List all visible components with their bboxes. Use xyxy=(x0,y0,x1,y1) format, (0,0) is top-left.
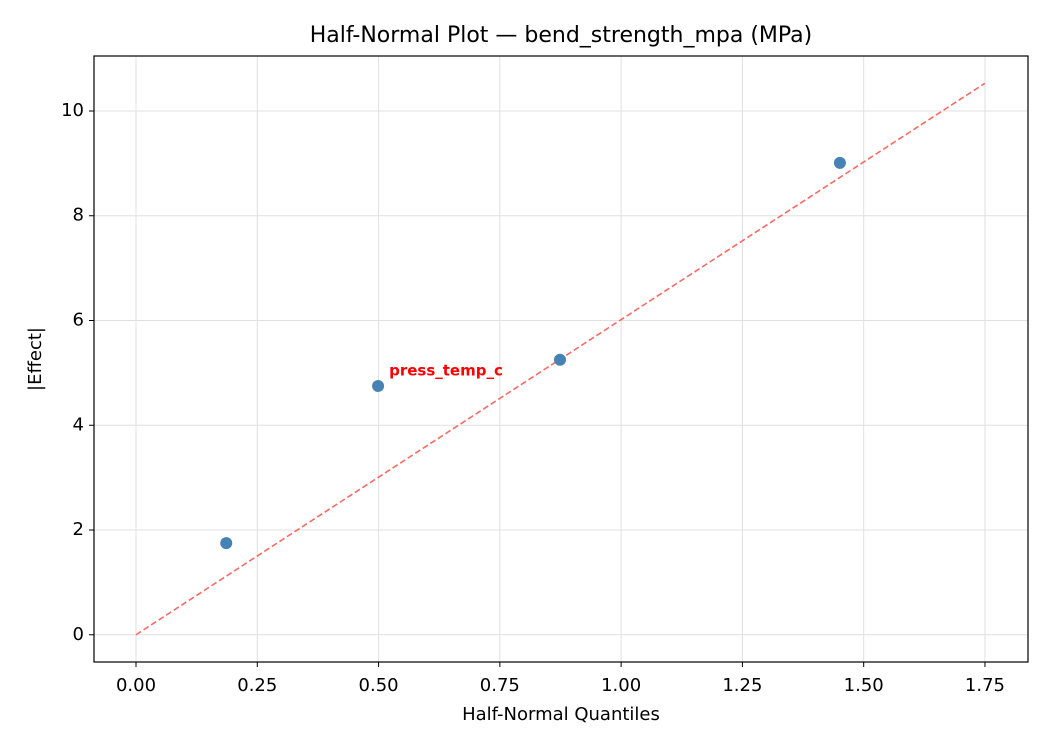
point xyxy=(372,379,385,392)
x-tick-label: 0.75 xyxy=(480,675,520,696)
y-tick-label: 8 xyxy=(73,205,84,226)
y-tick-label: 4 xyxy=(73,414,84,435)
x-tick-label: 0.25 xyxy=(237,675,277,696)
y-tick-label: 2 xyxy=(73,519,84,540)
y-tick-label: 0 xyxy=(73,624,84,645)
x-tick-label: 1.75 xyxy=(965,675,1005,696)
point xyxy=(554,353,567,366)
x-tick-label: 1.00 xyxy=(601,675,641,696)
y-tick-label: 6 xyxy=(73,310,84,331)
x-tick-label: 0.50 xyxy=(359,675,399,696)
annotation: press_temp_c xyxy=(389,361,503,379)
y-tick-label: 10 xyxy=(61,100,84,121)
x-tick-label: 1.25 xyxy=(722,675,762,696)
x-tick-label: 0.00 xyxy=(116,675,156,696)
chart-title: Half-Normal Plot — bend_strength_mpa (MP… xyxy=(310,23,813,48)
x-axis-label: Half-Normal Quantiles xyxy=(462,704,660,725)
y-axis-label: |Effect| xyxy=(25,327,46,391)
plot-frame xyxy=(93,55,1029,663)
x-tick-label: 1.50 xyxy=(844,675,884,696)
point xyxy=(833,156,846,169)
point xyxy=(220,537,233,550)
